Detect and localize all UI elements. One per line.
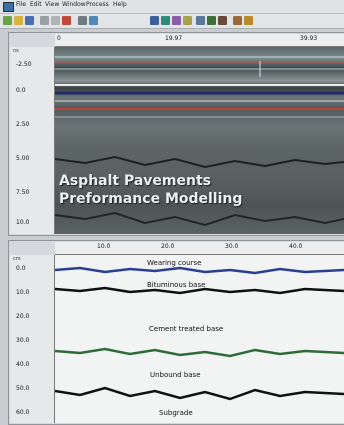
menu-process[interactable]: Process [86, 1, 109, 8]
zoom-icon[interactable] [89, 16, 98, 25]
watermark-line-2: Preformance Modelling [59, 191, 243, 207]
layers-icon[interactable] [161, 16, 170, 25]
copy-icon[interactable] [51, 16, 60, 25]
paste-icon[interactable] [62, 16, 71, 25]
menu-file[interactable]: File [16, 1, 27, 8]
layer-profile-window: 10.0 20.0 30.0 40.0 cm 0.0 10.0 20.0 30.… [8, 240, 344, 425]
layer-label-subgrade: Subgrade [159, 409, 193, 417]
measure-icon[interactable] [196, 16, 205, 25]
save-icon[interactable] [25, 16, 34, 25]
ruler-tick-label: 39.93 [300, 35, 318, 42]
layer-boundaries [55, 266, 344, 401]
depth-label: 2.50 [16, 121, 30, 128]
ruler-tick-label: 0 [57, 35, 61, 42]
filter-icon[interactable] [183, 16, 192, 25]
depth-label: 10.0 [16, 219, 30, 226]
depth-label: 30.0 [16, 337, 30, 344]
depth-label: -2.50 [16, 61, 32, 68]
open-icon[interactable] [14, 16, 23, 25]
chart-icon[interactable] [150, 16, 159, 25]
app-icon [3, 2, 14, 12]
distance-ruler: 0 19.97 39.93 [55, 34, 344, 47]
wave-icon[interactable] [172, 16, 181, 25]
help-icon[interactable] [244, 16, 253, 25]
radargram-window: 0 19.97 39.93 ns -2.50 0.0 2.50 5.00 7.5… [8, 32, 344, 236]
depth-unit: cm [13, 256, 21, 262]
depth-label: 7.50 [16, 189, 30, 196]
distance-ruler: 10.0 20.0 30.0 40.0 [55, 242, 344, 255]
ruler-tick-label: 19.97 [165, 35, 183, 42]
depth-label: 0.0 [16, 87, 26, 94]
ruler-tick-label: 10.0 [97, 243, 111, 250]
layer-label-unbound-base: Unbound base [150, 371, 201, 379]
menu-help[interactable]: Help [113, 1, 127, 8]
depth-label: 50.0 [16, 385, 30, 392]
layer-profile-plot[interactable]: Wearing course Bituminous base Cement tr… [55, 255, 344, 423]
layer-label-cement-treated-base: Cement treated base [149, 325, 224, 333]
time-unit: ns [13, 48, 19, 54]
depth-label: 10.0 [16, 289, 30, 296]
export-icon[interactable] [218, 16, 227, 25]
menu-edit[interactable]: Edit [30, 1, 42, 8]
depth-axis: cm 0.0 10.0 20.0 30.0 40.0 50.0 60.0 [10, 255, 55, 423]
menu-window[interactable]: Window [62, 1, 86, 8]
menu-view[interactable]: View [45, 1, 60, 8]
cut-icon[interactable] [40, 16, 49, 25]
new-icon[interactable] [3, 16, 12, 25]
toolbar [0, 14, 344, 29]
ruler-tick-label: 40.0 [289, 243, 303, 250]
depth-label: 60.0 [16, 409, 30, 416]
ruler-tick-label: 30.0 [225, 243, 239, 250]
time-axis: ns -2.50 0.0 2.50 5.00 7.50 10.0 [10, 47, 55, 234]
layer-label-wearing-course: Wearing course [147, 259, 202, 267]
depth-label: 0.0 [16, 265, 26, 272]
settings-icon[interactable] [233, 16, 242, 25]
watermark-line-1: Asphalt Pavements [59, 173, 211, 189]
print-icon[interactable] [78, 16, 87, 25]
layer-label-bituminous-base: Bituminous base [147, 281, 206, 289]
depth-label: 40.0 [16, 361, 30, 368]
depth-label: 5.00 [16, 155, 30, 162]
radargram-reflections [55, 56, 344, 227]
depth-label: 20.0 [16, 313, 30, 320]
ruler-tick-label: 20.0 [161, 243, 175, 250]
menu-bar: File Edit View Window Process Help [0, 0, 344, 14]
grid-icon[interactable] [207, 16, 216, 25]
radargram-image[interactable]: Asphalt Pavements Preformance Modelling [55, 47, 344, 234]
